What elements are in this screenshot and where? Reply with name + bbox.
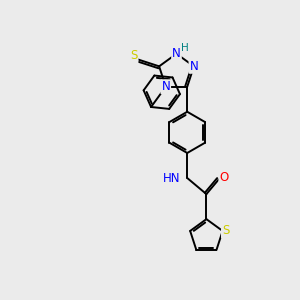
- Text: H: H: [181, 44, 189, 53]
- Text: N: N: [172, 47, 181, 60]
- Text: O: O: [219, 172, 229, 184]
- Text: N: N: [161, 80, 170, 93]
- Text: HN: HN: [163, 172, 181, 184]
- Text: S: S: [222, 224, 229, 237]
- Text: N: N: [190, 60, 198, 73]
- Text: S: S: [130, 49, 138, 62]
